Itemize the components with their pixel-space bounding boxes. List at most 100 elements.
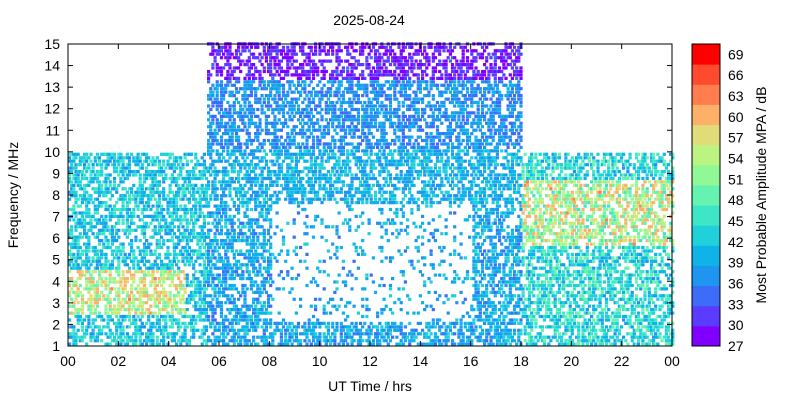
heatmap-cell (356, 94, 360, 98)
heatmap-cell (301, 100, 305, 105)
heatmap-cell (254, 242, 258, 246)
heatmap-cell (254, 280, 258, 284)
heatmap-cell (134, 342, 138, 346)
heatmap-cell (134, 308, 138, 312)
heatmap-cell (162, 218, 166, 222)
heatmap-cell (187, 183, 191, 187)
heatmap-cell (168, 239, 172, 243)
heatmap-cell (170, 228, 174, 232)
heatmap-cell (269, 259, 273, 263)
heatmap-cell (153, 304, 157, 308)
heatmap-cell (354, 118, 358, 122)
heatmap-cell (245, 80, 249, 84)
heatmap-cell (149, 328, 153, 332)
heatmap-cell (209, 107, 213, 112)
heatmap-cell (346, 149, 350, 153)
heatmap-cell (85, 270, 89, 274)
heatmap-cell (266, 166, 271, 170)
heatmap-cell (344, 304, 348, 308)
heatmap-cell (74, 259, 78, 263)
heatmap-cell (241, 194, 245, 198)
heatmap-cell (322, 135, 326, 139)
heatmap-cell (204, 249, 209, 253)
heatmap-cell (68, 304, 72, 308)
heatmap-cell (337, 56, 341, 60)
heatmap-cell (132, 339, 136, 343)
heatmap-cell (264, 125, 268, 129)
heatmap-cell (365, 90, 369, 94)
heatmap-cell (256, 259, 260, 263)
heatmap-cell (318, 170, 322, 174)
heatmap-cell (168, 297, 172, 301)
heatmap-cell (166, 194, 170, 198)
heatmap-cell (262, 66, 266, 70)
heatmap-cell (97, 328, 102, 332)
heatmap-cell (333, 173, 337, 177)
heatmap-cell (121, 170, 125, 174)
heatmap-cell (194, 270, 198, 274)
heatmap-cell (346, 332, 350, 336)
heatmap-cell (230, 128, 234, 132)
heatmap-cell (249, 63, 253, 67)
heatmap-cell (264, 325, 268, 329)
heatmap-cell (254, 56, 258, 60)
heatmap-cell (185, 242, 189, 246)
heatmap-cell (269, 149, 273, 153)
heatmap-cell (140, 166, 144, 170)
heatmap-cell (249, 287, 253, 291)
heatmap-cell (269, 235, 273, 239)
heatmap-cell (108, 332, 112, 336)
heatmap-cell (160, 259, 164, 263)
heatmap-cell (237, 239, 241, 243)
heatmap-cell (134, 204, 138, 208)
heatmap-cell (108, 304, 112, 308)
heatmap-cell (151, 173, 155, 177)
heatmap-cell (228, 266, 232, 270)
heatmap-cell (294, 335, 298, 339)
heatmap-cell (232, 297, 236, 301)
heatmap-cell (271, 194, 275, 198)
heatmap-cell (296, 204, 301, 208)
heatmap-cell (271, 56, 275, 60)
heatmap-cell (249, 321, 253, 325)
heatmap-cell (119, 325, 123, 329)
heatmap-cell (207, 183, 211, 187)
heatmap-cell (318, 128, 322, 132)
heatmap-cell (365, 187, 369, 191)
heatmap-cell (83, 318, 87, 322)
heatmap-cell (303, 145, 307, 149)
heatmap-cell (350, 128, 354, 132)
heatmap-cell (170, 204, 174, 208)
heatmap-cell (245, 114, 249, 118)
heatmap-cell (102, 294, 106, 298)
heatmap-cell (183, 207, 187, 212)
heatmap-cell (121, 273, 125, 277)
heatmap-cell (292, 66, 296, 70)
heatmap-cell (172, 304, 176, 308)
heatmap-cell (341, 325, 345, 329)
heatmap-cell (125, 235, 129, 239)
heatmap-cell (123, 207, 127, 212)
heatmap-cell (320, 173, 324, 177)
heatmap-cell (100, 228, 104, 232)
heatmap-cell (269, 325, 273, 329)
heatmap-cell (264, 270, 268, 274)
heatmap-cell (207, 97, 211, 101)
heatmap-cell (239, 69, 243, 74)
heatmap-cell (198, 173, 202, 177)
heatmap-cell (350, 321, 354, 325)
heatmap-cell (358, 190, 363, 194)
heatmap-cell (226, 52, 230, 56)
heatmap-cell (269, 176, 273, 181)
heatmap-cell (211, 280, 215, 284)
heatmap-cell (303, 166, 307, 170)
heatmap-cell (149, 170, 153, 174)
heatmap-cell (296, 111, 301, 115)
heatmap-cell (292, 138, 296, 143)
heatmap-cell (215, 211, 219, 215)
heatmap-cell (273, 328, 277, 332)
heatmap-cell (151, 263, 155, 267)
heatmap-cell (89, 277, 93, 281)
heatmap-cell (290, 73, 294, 77)
heatmap-cell (228, 111, 232, 115)
